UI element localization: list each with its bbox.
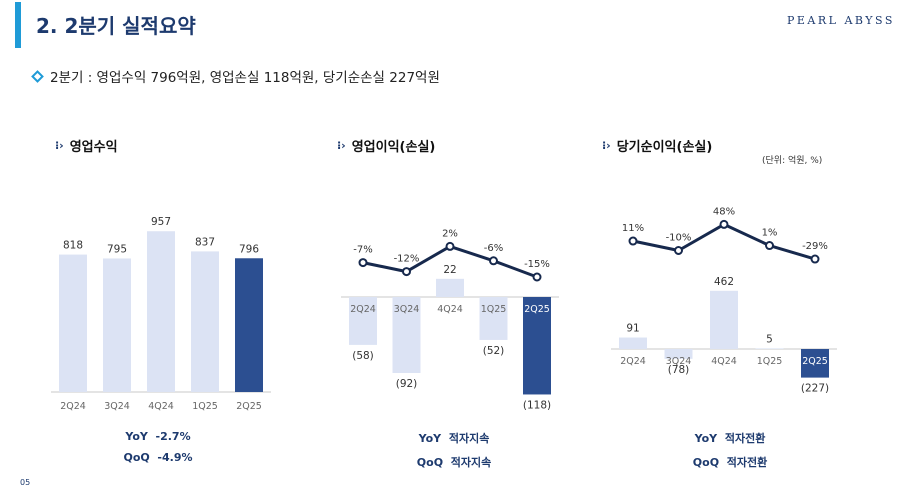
- arrow-bullet-icon: ⁝›: [602, 139, 611, 152]
- page-number: 05: [20, 478, 31, 487]
- margin-label: 48%: [713, 206, 735, 217]
- margin-label: -7%: [353, 245, 372, 256]
- bar-1q25: [755, 348, 784, 349]
- tick-label: 3Q24: [104, 401, 130, 412]
- tick-label: 2Q25: [524, 304, 550, 315]
- margin-series-line: [632, 222, 816, 261]
- kpi-yoy: YoY 적자전환: [694, 432, 766, 445]
- tick-label: 3Q24: [394, 304, 420, 315]
- tick-label: 1Q25: [481, 304, 507, 315]
- tick-label: 2Q24: [620, 356, 646, 367]
- bar-1q25: [191, 251, 219, 392]
- arrow-bullet-icon: ⁝›: [337, 139, 346, 152]
- margin-point: [765, 241, 774, 251]
- tick-label: 1Q25: [192, 401, 218, 412]
- chart-title-operating: ⁝› 영업이익(손실): [337, 136, 435, 155]
- unit-note: (단위: 억원, %): [762, 156, 823, 166]
- margin-label: -6%: [484, 243, 503, 254]
- margin-label: -15%: [524, 259, 550, 270]
- tick-label: 2Q25: [802, 356, 828, 367]
- chart-title-text: 당기순이익(손실): [616, 140, 713, 155]
- kpi-yoy: YoY 적자지속: [418, 432, 490, 445]
- kpi-net: YoY 적자전환 QoQ 적자전환: [655, 430, 805, 470]
- tick-label: 2Q24: [350, 304, 376, 315]
- bar-3q24: [103, 258, 131, 392]
- bar-4q24: [710, 290, 738, 349]
- bar-2q25: [235, 258, 263, 392]
- bar-2q25: [801, 349, 829, 378]
- kpi-qoq: QoQ 적자전환: [692, 456, 768, 469]
- data-label: (78): [668, 364, 690, 376]
- bar-2q25: [523, 297, 551, 395]
- data-label: (118): [523, 399, 551, 411]
- margin-point: [674, 246, 683, 255]
- tick-label: 1Q25: [757, 356, 783, 367]
- data-label: (58): [352, 350, 374, 362]
- data-label: 796: [239, 243, 259, 255]
- tick-label: 3Q24: [666, 356, 692, 367]
- margin-label: 11%: [622, 223, 644, 234]
- chart-title-revenue: ⁝› 영업수익: [55, 136, 118, 155]
- data-label: (92): [396, 378, 418, 390]
- data-label: 957: [151, 216, 171, 228]
- bar-2q24: [349, 297, 377, 345]
- chart-title-text: 영업수익: [69, 140, 118, 155]
- brand-logo: PEARL ABYSS: [787, 14, 895, 27]
- arrow-bullet-icon: ⁝›: [55, 139, 64, 152]
- summary-text: 2분기 : 영업수익 796억원, 영업손실 118억원, 당기순손실 227억…: [50, 70, 440, 86]
- data-label: 5: [766, 333, 773, 345]
- kpi-operating: YoY 적자지속 QoQ 적자지속: [379, 430, 529, 470]
- bar-2q24: [59, 254, 87, 392]
- margin-label: -29%: [802, 241, 828, 252]
- data-label: 462: [714, 276, 734, 288]
- margin-point: [628, 236, 638, 246]
- margin-point: [445, 241, 455, 251]
- kpi-qoq: QoQ -4.9%: [123, 451, 193, 464]
- bar-4q24: [436, 278, 464, 297]
- margin-point: [489, 256, 498, 266]
- margin-label: -12%: [394, 254, 420, 265]
- margin-label: 1%: [762, 228, 778, 239]
- margin-label: 2%: [442, 228, 458, 239]
- data-label: 91: [626, 323, 639, 335]
- margin-point: [719, 219, 729, 229]
- data-label: 22: [443, 264, 456, 276]
- bar-2q24: [619, 337, 647, 349]
- tick-label: 4Q24: [148, 401, 174, 412]
- tick-label: 2Q24: [60, 401, 86, 412]
- data-label: 818: [63, 240, 83, 252]
- kpi-yoy: YoY -2.7%: [125, 430, 191, 443]
- margin-label: -10%: [666, 233, 692, 244]
- data-label: 795: [107, 243, 127, 255]
- margin-point: [358, 258, 368, 268]
- summary-line: 2분기 : 영업수익 796억원, 영업손실 118억원, 당기순손실 227억…: [31, 66, 440, 86]
- bar-4q24: [147, 231, 175, 392]
- bar-1q25: [479, 297, 508, 340]
- title-accent-bar: [15, 2, 21, 48]
- bar-3q24: [392, 297, 421, 373]
- tick-label: 4Q24: [711, 356, 737, 367]
- tick-label: 4Q24: [437, 304, 463, 315]
- margin-point: [532, 272, 542, 282]
- data-label: (227): [801, 383, 829, 395]
- page-title: 2. 2분기 실적요약: [36, 14, 196, 38]
- data-label: (52): [483, 345, 505, 357]
- chart-title-net: ⁝› 당기순이익(손실): [602, 136, 712, 155]
- chart-title-text: 영업이익(손실): [351, 140, 436, 155]
- kpi-revenue: YoY -2.7% QoQ -4.9%: [83, 430, 233, 464]
- kpi-qoq: QoQ 적자지속: [416, 456, 492, 469]
- tick-label: 2Q25: [236, 401, 262, 412]
- data-label: 837: [195, 236, 215, 248]
- margin-point: [402, 267, 411, 277]
- margin-point: [810, 254, 820, 264]
- bar-3q24: [664, 349, 693, 359]
